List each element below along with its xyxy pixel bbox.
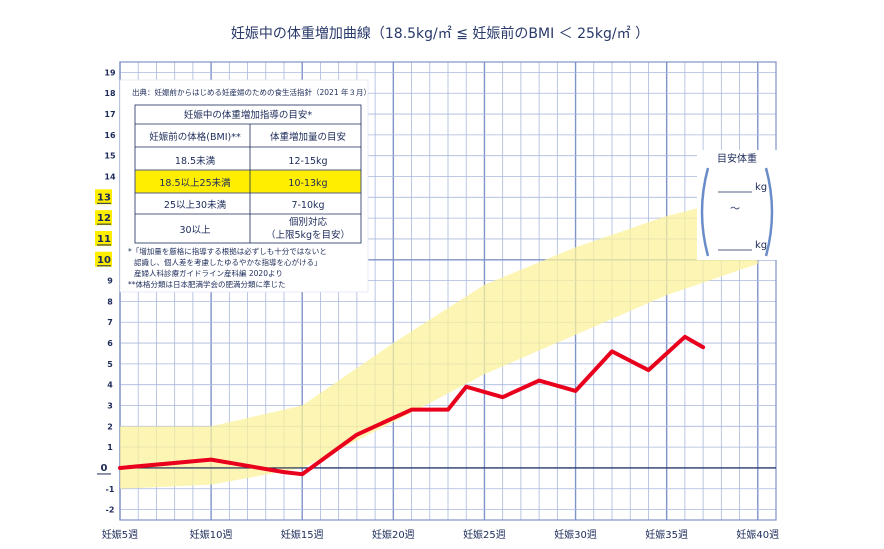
weight-series-line	[118, 334, 706, 477]
y-tick-label: 14	[104, 173, 116, 182]
x-tick-label: 妊娠30週	[554, 528, 597, 541]
y-tick-label: 2	[107, 422, 113, 431]
y-tick-label: 4	[107, 381, 113, 390]
target-tilde: 〜	[730, 204, 740, 215]
table-row-1-gain: 12-15kg	[288, 156, 327, 167]
target-band	[120, 193, 758, 489]
table-row-4-gain-note: （上限5kgを目安）	[266, 229, 350, 241]
x-tick-label: 妊娠35週	[645, 528, 688, 541]
table-row-3-gain: 7-10kg	[291, 200, 324, 211]
table-header-gain: 体重増加量の目安	[270, 131, 346, 143]
y-tick-label: 12	[97, 213, 111, 224]
y-tick-label: 0	[101, 463, 108, 474]
table-row-2-bmi: 18.5以上25未満	[159, 177, 231, 189]
target-weight-box: 目安体重 kg 〜 kg	[697, 150, 777, 260]
guide-table-title: 妊娠中の体重増加指導の目安*	[184, 109, 313, 121]
x-tick-label: 妊娠5週	[102, 528, 138, 541]
x-tick-label: 妊娠15週	[281, 528, 324, 541]
guide-table: 妊娠中の体重増加指導の目安* 妊娠前の体格(BMI)** 体重増加量の目安 18…	[134, 104, 362, 244]
x-tick-label: 妊娠25週	[463, 528, 506, 541]
right-paren	[764, 167, 774, 257]
source-note: 出典：妊娠前からはじめる妊産婦のための食生活指針（2021 年３月）	[132, 87, 371, 97]
note-line-3: 産婦人科診療ガイドライン産科編 2020より	[134, 268, 283, 278]
y-tick-label: 7	[107, 318, 113, 327]
y-tick-label: 10	[97, 255, 111, 266]
y-tick-label: 16	[104, 131, 116, 140]
table-header-bmi: 妊娠前の体格(BMI)**	[149, 131, 241, 143]
note-line-4: **体格分類は日本肥満学会の肥満分類に準じた	[128, 279, 286, 289]
y-tick-label: 1	[107, 443, 113, 452]
y-tick-label: 17	[104, 110, 115, 119]
x-tick-label: 妊娠20週	[372, 528, 415, 541]
y-tick-label: 8	[107, 297, 113, 306]
y-tick-highlight	[95, 210, 112, 226]
y-tick-highlight	[95, 189, 112, 205]
target-min-unit: kg	[755, 182, 767, 193]
y-tick-label: -1	[106, 485, 115, 494]
table-row-4-bmi: 30以上	[179, 225, 211, 236]
y-tick-label: 19	[104, 68, 116, 77]
table-row-2-gain: 10-13kg	[288, 178, 327, 189]
table-row-1-bmi: 18.5未満	[175, 155, 216, 167]
target-weight-background	[697, 150, 777, 260]
left-paren	[700, 167, 710, 257]
y-tick-label: -2	[106, 506, 115, 515]
table-row-4-gain: 個別対応	[289, 216, 328, 228]
guide-panel: 出典：妊娠前からはじめる妊産婦のための食生活指針（2021 年３月） 妊娠中の体…	[119, 79, 371, 293]
y-tick-label: 3	[107, 402, 113, 411]
y-tick-label: 5	[107, 360, 113, 369]
note-line-2: 認識し、個人差を考慮したゆるやかな指導を心がける」	[134, 257, 322, 267]
y-tick-label: 9	[107, 277, 113, 286]
x-tick-label: 妊娠40週	[736, 528, 779, 541]
x-axis-ticks: 妊娠5週 妊娠10週 妊娠15週 妊娠20週 妊娠25週 妊娠30週 妊娠35週 妊娠40週	[102, 528, 779, 541]
target-max-unit: kg	[755, 240, 767, 251]
y-tick-label: 11	[97, 234, 111, 245]
y-tick-highlight	[95, 251, 112, 267]
note-line-1: *「増加量を厳格に指導する根拠は必ずしも十分ではないと	[128, 246, 327, 256]
target-weight-title: 目安体重	[717, 152, 757, 165]
y-tick-label: 18	[104, 89, 116, 98]
y-tick-label: 13	[97, 192, 111, 203]
y-tick-label: 15	[104, 152, 116, 161]
table-row-highlight	[135, 170, 361, 193]
y-tick-highlight	[95, 230, 112, 246]
chart-title: 妊娠中の体重増加曲線（18.5kg/㎡ ≦ 妊娠前のBMI ＜ 25kg/㎡ ）	[231, 25, 649, 42]
y-tick-label: 6	[107, 339, 113, 348]
x-tick-label: 妊娠10週	[190, 528, 233, 541]
table-row-3-bmi: 25以上30未満	[164, 199, 227, 211]
